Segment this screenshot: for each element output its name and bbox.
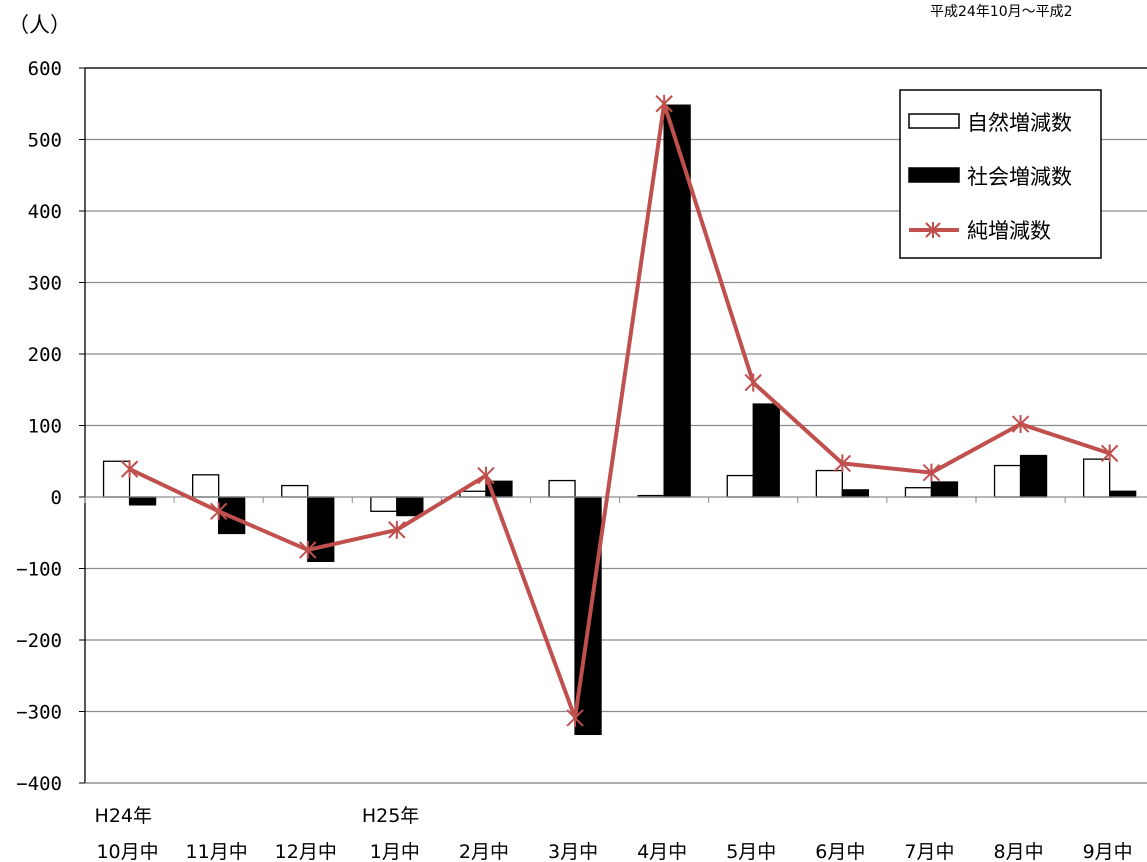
bar-social-change	[1109, 490, 1137, 498]
unit-label: （人）	[8, 13, 71, 37]
net-change-point	[209, 502, 228, 521]
y-tick-label: 600	[28, 58, 62, 80]
net-change-point	[744, 373, 762, 392]
net-change-point	[120, 460, 139, 479]
bar-natural-change	[281, 484, 309, 498]
y-tick-label: 0	[51, 487, 62, 509]
x-year-label: H25年	[362, 805, 419, 827]
y-tick-label: 100	[28, 416, 62, 438]
legend-swatch-net-marker	[925, 222, 941, 238]
net-change-point	[477, 466, 495, 485]
bar-social-change	[128, 496, 157, 506]
bar-natural-change	[1083, 458, 1111, 498]
x-category-label: 10月中	[96, 841, 158, 862]
x-category-label: 1月中	[370, 841, 420, 862]
net-change-point	[655, 94, 673, 113]
net-change-point	[388, 520, 406, 539]
y-tick-label: −200	[16, 630, 62, 652]
bar-natural-change	[904, 487, 933, 498]
x-category-label: 11月中	[186, 841, 248, 862]
bar-natural-change	[459, 490, 487, 498]
y-tick-label: 500	[28, 130, 62, 152]
bar-social-change	[841, 489, 869, 498]
x-axis-labels: 10月中 H24年 11月中 12月中 1月中 H25年 2月中 3月中 4月中 5月中 6月中 7月…	[95, 805, 1133, 862]
bar-social-change	[663, 104, 691, 498]
bar-natural-change	[993, 464, 1022, 498]
legend-label-net: 純増減数	[967, 219, 1051, 243]
legend: 自然増減数 社会増減数 純増減数	[899, 89, 1102, 259]
net-change-point	[833, 454, 852, 473]
legend-label-natural: 自然増減数	[967, 111, 1072, 135]
net-change-polyline	[128, 101, 1111, 720]
bar-social-change	[307, 496, 335, 562]
y-tick-label: 200	[28, 344, 62, 366]
bar-natural-change	[191, 474, 220, 498]
bar-natural-change	[815, 469, 843, 498]
y-axis-ticks: 600 500 400 300 200 100 0 −100 −200 −300 −400	[16, 58, 85, 795]
x-category-label: 3月中	[548, 841, 598, 862]
bar-natural-change	[726, 474, 754, 498]
axes	[84, 67, 1147, 784]
y-tick-label: −300	[16, 702, 62, 724]
legend-label-social: 社会増減数	[967, 165, 1072, 189]
bar-social-change	[1019, 454, 1048, 498]
x-category-label: 2月中	[459, 841, 509, 862]
x-category-label: 6月中	[815, 841, 865, 862]
net-change-point	[1100, 444, 1119, 463]
x-category-label: 8月中	[994, 841, 1044, 862]
x-category-label: 5月中	[726, 841, 776, 862]
legend-swatch-natural	[908, 113, 960, 129]
net-change-point	[299, 540, 317, 559]
net-change-point	[1011, 415, 1030, 434]
bar-natural-change	[370, 496, 398, 512]
x-category-label: 9月中	[1083, 841, 1133, 862]
net-change-point	[922, 463, 941, 482]
bar-social-change	[396, 496, 424, 517]
net-change-point	[566, 708, 584, 727]
y-tick-label: 400	[28, 201, 62, 223]
y-tick-label: −100	[16, 559, 62, 581]
bars	[102, 104, 1137, 736]
bar-natural-change	[548, 479, 576, 498]
legend-swatch-social	[908, 167, 960, 183]
bar-natural-change	[102, 460, 131, 498]
bar-social-change	[930, 481, 959, 498]
bar-social-change	[752, 403, 780, 498]
y-tick-label: 300	[28, 273, 62, 295]
period-note: 平成24年10月～平成2	[930, 4, 1073, 20]
x-year-label: H24年	[95, 805, 152, 827]
x-category-label: 12月中	[275, 841, 337, 862]
net-change-line	[120, 94, 1119, 727]
x-category-label: 7月中	[904, 841, 954, 862]
y-tick-label: −400	[16, 773, 62, 795]
x-category-label: 4月中	[637, 841, 687, 862]
